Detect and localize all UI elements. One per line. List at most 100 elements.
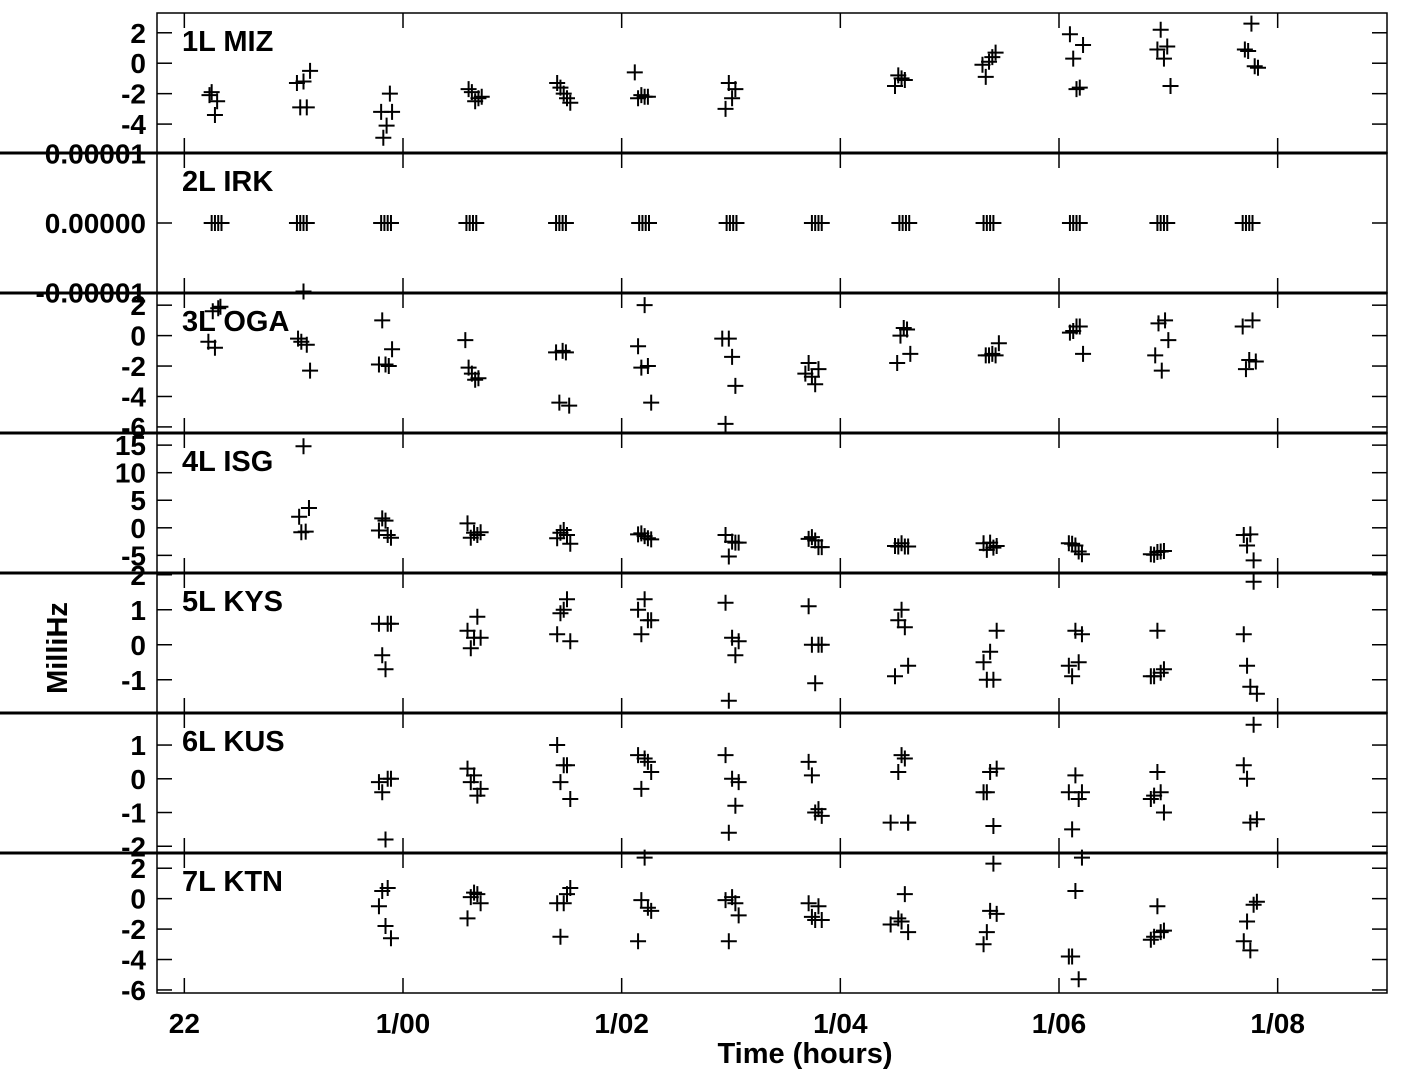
data-point <box>641 215 657 231</box>
y-tick-label: 0.00001 <box>45 139 146 170</box>
data-point <box>896 71 913 88</box>
data-point <box>813 807 830 824</box>
y-tick-label: 0 <box>130 884 146 915</box>
data-point <box>1235 757 1252 774</box>
data-point <box>472 895 489 912</box>
y-tick-label: 0 <box>130 48 146 79</box>
data-point <box>727 377 744 394</box>
data-point <box>1245 896 1262 913</box>
data-point <box>459 910 476 927</box>
data-point <box>902 345 919 362</box>
data-point <box>643 394 660 411</box>
data-point <box>985 215 1002 231</box>
data-point <box>727 647 744 664</box>
data-point <box>630 90 647 107</box>
data-point <box>800 895 817 912</box>
data-point <box>636 528 653 545</box>
data-point <box>900 657 917 674</box>
data-point <box>381 85 398 102</box>
y-tick-label: 2 <box>130 560 146 591</box>
data-point <box>1155 50 1172 67</box>
data-point <box>462 774 479 791</box>
data-point <box>727 895 744 912</box>
data-point <box>1146 546 1163 563</box>
data-point <box>1239 770 1256 787</box>
data-point <box>1149 898 1166 915</box>
data-point <box>890 910 907 927</box>
data-point <box>636 591 653 608</box>
panel-7l-ktn: 20-2-4-6 7L KTN 22 1/00 1/02 1/04 1/06 1/08 <box>0 849 1388 1039</box>
data-point <box>1159 38 1176 55</box>
data-point <box>813 636 830 653</box>
data-point <box>988 905 1005 922</box>
panel-frame <box>156 152 1388 294</box>
data-point <box>807 804 824 821</box>
data-point <box>630 601 647 618</box>
data-point <box>633 780 650 797</box>
x-tick-label: 1/08 <box>1250 1008 1305 1039</box>
data-point <box>901 215 918 231</box>
data-point <box>988 537 1005 554</box>
data-point <box>1242 526 1259 543</box>
data-point <box>633 892 650 909</box>
data-point <box>988 622 1005 639</box>
data-point <box>895 320 912 336</box>
data-point <box>975 936 992 953</box>
data-point <box>975 654 992 671</box>
data-point <box>900 538 917 555</box>
data-point <box>377 918 394 935</box>
data-point <box>382 529 399 546</box>
data-point <box>468 215 485 231</box>
data-point <box>982 902 999 919</box>
panel-frame <box>156 432 1388 574</box>
data-point <box>1070 971 1087 988</box>
data-point <box>1237 361 1254 378</box>
data-point <box>562 633 579 650</box>
data-point <box>803 368 820 385</box>
data-point <box>1242 814 1259 831</box>
data-point <box>643 764 660 781</box>
data-point <box>813 215 830 231</box>
data-point <box>639 530 656 547</box>
data-point <box>1244 312 1261 329</box>
data-point <box>559 591 575 608</box>
data-point <box>1160 332 1177 349</box>
data-point <box>890 612 907 629</box>
data-point <box>803 529 820 546</box>
panel-title: 3L OGA <box>182 306 289 338</box>
data-point <box>379 526 396 543</box>
data-point <box>1142 931 1159 948</box>
data-point <box>1246 58 1263 75</box>
data-point <box>985 671 1002 688</box>
data-point <box>882 814 899 831</box>
data-point <box>720 824 737 841</box>
data-point <box>1242 942 1259 959</box>
data-point <box>724 90 741 107</box>
data-point <box>1248 893 1265 910</box>
data-point <box>1064 948 1081 965</box>
data-point <box>561 397 578 414</box>
data-point <box>720 330 737 347</box>
data-point <box>727 797 744 814</box>
data-point <box>370 898 387 915</box>
data-point <box>977 68 994 85</box>
data-point <box>978 924 995 941</box>
y-tick-label: 0 <box>130 764 146 795</box>
data-point <box>1152 21 1169 38</box>
data-point <box>730 633 747 650</box>
y-tick-label: -2 <box>121 914 146 945</box>
data-point <box>210 300 227 317</box>
data-point <box>295 438 312 455</box>
data-point <box>1067 622 1084 639</box>
data-point <box>466 767 483 784</box>
data-point <box>633 359 650 376</box>
data-point <box>978 541 995 558</box>
data-point <box>630 933 647 950</box>
panel-frame <box>156 292 1388 434</box>
data-point <box>987 44 1004 61</box>
panel-title: 4L ISG <box>182 446 273 478</box>
data-point <box>302 362 319 379</box>
data-point <box>1152 784 1169 801</box>
data-point <box>549 626 566 643</box>
y-tick-label: -5 <box>121 540 146 571</box>
